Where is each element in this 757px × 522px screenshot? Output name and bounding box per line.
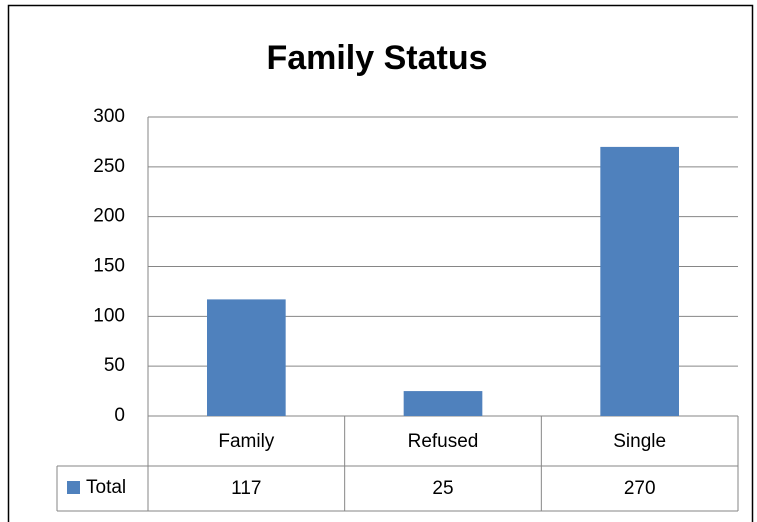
bar: [403, 391, 483, 416]
y-tick-label: 100: [93, 305, 125, 326]
legend-key: [67, 481, 80, 494]
y-tick-label: 0: [114, 405, 125, 426]
x-tick-label: Refused: [408, 431, 479, 452]
table-value: 25: [432, 478, 453, 499]
bar: [600, 146, 679, 416]
table-value: 117: [231, 478, 261, 499]
legend-label: Total: [86, 477, 126, 498]
y-tick-label: 150: [93, 256, 125, 277]
x-tick-label: Family: [218, 431, 274, 452]
y-tick-label: 250: [93, 156, 125, 177]
x-tick-label: Single: [613, 431, 666, 452]
chart-title: Family Status: [266, 39, 487, 77]
y-tick-label: 300: [93, 106, 125, 127]
y-tick-label: 200: [93, 206, 125, 227]
table-value: 270: [624, 478, 656, 499]
y-tick-label: 50: [104, 355, 125, 376]
bar: [207, 299, 286, 416]
